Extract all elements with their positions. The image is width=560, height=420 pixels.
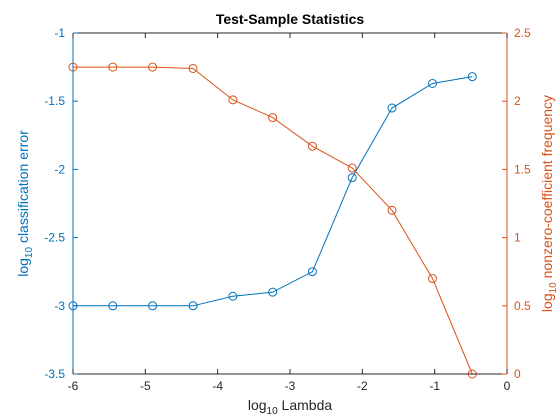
y-left-tick-label: -1.5 [44,94,65,108]
data-point-left [387,103,397,113]
y-right-tick-label: 1.5 [514,162,531,176]
data-point-left [148,301,158,311]
data-point-right [427,274,437,284]
chart-title: Test-Sample Statistics [216,11,365,27]
x-tick-label: 0 [504,379,511,393]
data-point-left [307,267,317,277]
data-point-right [188,63,198,73]
series-line-left [73,76,473,307]
data-point-left [268,287,278,297]
data-point-left [427,78,437,88]
y-left-tick-label: -2 [54,162,65,176]
y-right-tick-label: 2 [514,94,521,108]
x-axis-label: log10 Lambda [248,397,333,417]
data-point-right [268,113,278,123]
data-point-left [347,173,357,183]
data-point-right [108,62,118,72]
y-left-axis-label: log10 classification error [15,130,35,277]
y-right-tick-label: 0.5 [514,299,531,313]
data-point-right [307,141,317,151]
x-tick-label: -2 [357,379,368,393]
data-point-right [148,62,158,72]
y-right-tick-label: 2.5 [514,26,531,40]
data-point-left [108,301,118,311]
y-right-axis-label: log10 nonzero-coefficient frequency [539,95,559,312]
data-point-right [347,163,357,173]
x-tick-label: -1 [429,379,440,393]
y-left-tick-label: -2.5 [44,231,65,245]
data-point-right [387,205,397,215]
x-tick-label: -3 [285,379,296,393]
data-point-right [228,95,238,105]
y-right-tick-label: 0 [514,367,521,381]
series-line-right [73,66,473,375]
data-point-left [188,301,198,311]
data-point-left [228,291,238,301]
y-left-tick-label: -3.5 [44,367,65,381]
x-tick-label: -6 [68,379,79,393]
data-point-left [467,72,477,82]
y-left-tick-label: -1 [54,26,65,40]
y-right-tick-label: 1 [514,231,521,245]
x-tick-label: -4 [212,379,223,393]
y-left-tick-label: -3 [54,299,65,313]
x-tick-label: -5 [140,379,151,393]
